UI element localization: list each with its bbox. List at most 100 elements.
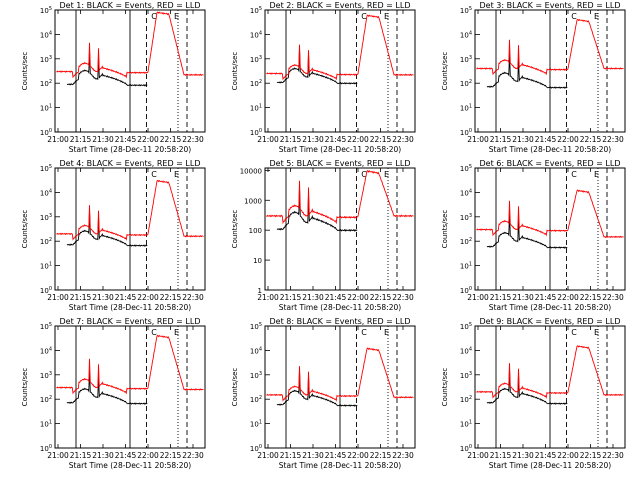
det-9-ylabel: Counts/sec (441, 368, 449, 407)
det-7-series-events (66, 368, 148, 405)
det-6-ytick-label: 105 (460, 164, 472, 173)
det-5-xtick-label: 21:00 (257, 293, 279, 302)
det-1-xtick-label: 21:30 (92, 135, 114, 144)
det-7-xtick-label: 22:15 (160, 451, 182, 460)
det-5-ytick-label: 1 (258, 287, 262, 295)
det-8-ytick-label: 104 (250, 346, 262, 355)
det-1-xtick-label: 21:45 (115, 135, 137, 144)
det-9-xtick-label: 21:15 (490, 451, 512, 460)
det-8-xtick-label: 22:00 (347, 451, 369, 460)
det-4-xtick-label: 21:00 (47, 293, 69, 302)
det-3-xtick-label: 22:15 (580, 135, 602, 144)
det-2-marker-c: C (361, 12, 367, 21)
det-6-xtick-label: 21:45 (535, 293, 557, 302)
det-6-ylabel: Counts/sec (441, 210, 449, 249)
det-4-xtick-label: 22:00 (137, 293, 159, 302)
det-3-xlabel: Start Time (28-Dec-11 20:58:20) (489, 145, 611, 154)
det-5-xtick-label: 22:30 (392, 293, 414, 302)
det-1-series-lld (56, 11, 204, 79)
det-3-xtick-label: 21:30 (512, 135, 534, 144)
det-5-xtick-label: 22:15 (370, 293, 392, 302)
det-6-xtick-label: 22:00 (557, 293, 579, 302)
det-3-marker-c: C (571, 12, 577, 21)
det-3-xtick-label: 21:00 (467, 135, 489, 144)
det-9-ytick-label: 102 (460, 395, 472, 404)
det-7-xtick-label: 22:30 (182, 451, 204, 460)
det-4-title: Det 4: BLACK = Events, RED = LLD (60, 159, 201, 168)
det-9-xtick-label: 22:00 (557, 451, 579, 460)
det-6-xtick-label: 22:15 (580, 293, 602, 302)
det-9-marker-c: C (571, 328, 577, 337)
det-4-xtick-label: 21:30 (92, 293, 114, 302)
det-5-marker-c: C (361, 170, 367, 179)
det-8-series-events (276, 370, 358, 407)
det-1-ytick-label: 104 (40, 30, 52, 39)
det-7-xtick-label: 21:00 (47, 451, 69, 460)
det-2-ytick-label: 105 (250, 6, 262, 15)
det-3-series-events (486, 52, 568, 89)
det-1-plot: Det 1: BLACK = Events, RED = LLD Counts/s… (21, 1, 206, 154)
det-4-ytick-label: 102 (40, 237, 52, 246)
det-1-xtick-label: 21:00 (47, 135, 69, 144)
det-8-ytick-label: 101 (250, 420, 262, 429)
det-5-series-events (276, 187, 358, 232)
det-9-marker-e: E (594, 328, 599, 337)
det-2-ytick-label: 100 (250, 128, 262, 137)
det-8-marker-e: E (384, 328, 389, 337)
det-7-xtick-label: 22:00 (137, 451, 159, 460)
det-3-xtick-label: 21:15 (490, 135, 512, 144)
det-7-xtick-label: 21:15 (70, 451, 92, 460)
det-6-ytick-label: 103 (460, 213, 472, 222)
det-8-ytick-label: 100 (250, 444, 262, 453)
det-4-ytick-label: 104 (40, 188, 52, 197)
det-4-xtick-label: 22:30 (182, 293, 204, 302)
det-2-title: Det 2: BLACK = Events, RED = LLD (270, 1, 411, 10)
det-6-marker-e: E (594, 170, 599, 179)
det-5-ytick-label: 10000 (240, 167, 262, 175)
det-1-marker-e: E (174, 12, 179, 21)
det-9-xtick-label: 21:00 (467, 451, 489, 460)
det-4-ytick-label: 100 (40, 286, 52, 295)
det-7-ytick-label: 105 (40, 322, 52, 331)
det-9-ytick-label: 105 (460, 322, 472, 331)
det-6-ytick-label: 102 (460, 237, 472, 246)
det-1-ytick-label: 101 (40, 104, 52, 113)
det-1-series-events (66, 50, 148, 87)
det-1-xtick-label: 21:15 (70, 135, 92, 144)
det-6-series-events (486, 212, 568, 249)
det-7-title: Det 7: BLACK = Events, RED = LLD (60, 317, 201, 326)
det-8-xlabel: Start Time (28-Dec-11 20:58:20) (279, 461, 401, 470)
det-8-xtick-label: 22:30 (392, 451, 414, 460)
det-4-xtick-label: 21:45 (115, 293, 137, 302)
det-1-ytick-label: 100 (40, 128, 52, 137)
det-5-xtick-label: 21:30 (302, 293, 324, 302)
det-3-ylabel: Counts/sec (441, 52, 449, 91)
det-3-ytick-label: 101 (460, 104, 472, 113)
det-2-xtick-label: 22:15 (370, 135, 392, 144)
det-1-ytick-label: 105 (40, 6, 52, 15)
det-1-xtick-label: 22:30 (182, 135, 204, 144)
det-4-ytick-label: 103 (40, 213, 52, 222)
det-8-ytick-label: 102 (250, 395, 262, 404)
det-6-plot: Det 6: BLACK = Events, RED = LLD Counts/s… (441, 159, 626, 312)
det-3-marker-e: E (594, 12, 599, 21)
det-6-series-lld (476, 189, 624, 239)
det-2-marker-e: E (384, 12, 389, 21)
det-9-xtick-label: 21:45 (535, 451, 557, 460)
det-9-ytick-label: 100 (460, 444, 472, 453)
det-8-series-lld (266, 347, 414, 402)
det-8-marker-c: C (361, 328, 367, 337)
det-8-ytick-label: 103 (250, 371, 262, 380)
det-5-xtick-label: 21:15 (280, 293, 302, 302)
det-5-xtick-label: 22:00 (347, 293, 369, 302)
det-7-xtick-label: 21:30 (92, 451, 114, 460)
det-5-xlabel: Start Time (28-Dec-11 20:58:20) (279, 303, 401, 312)
det-5-ytick-label: 1000 (244, 197, 262, 205)
det-5-series-lld (266, 169, 414, 225)
det-1-xlabel: Start Time (28-Dec-11 20:58:20) (69, 145, 191, 154)
det-2-series-lld (266, 14, 414, 81)
det-6-ytick-label: 104 (460, 188, 472, 197)
det-3-ytick-label: 102 (460, 79, 472, 88)
det-2-ytick-label: 101 (250, 104, 262, 113)
